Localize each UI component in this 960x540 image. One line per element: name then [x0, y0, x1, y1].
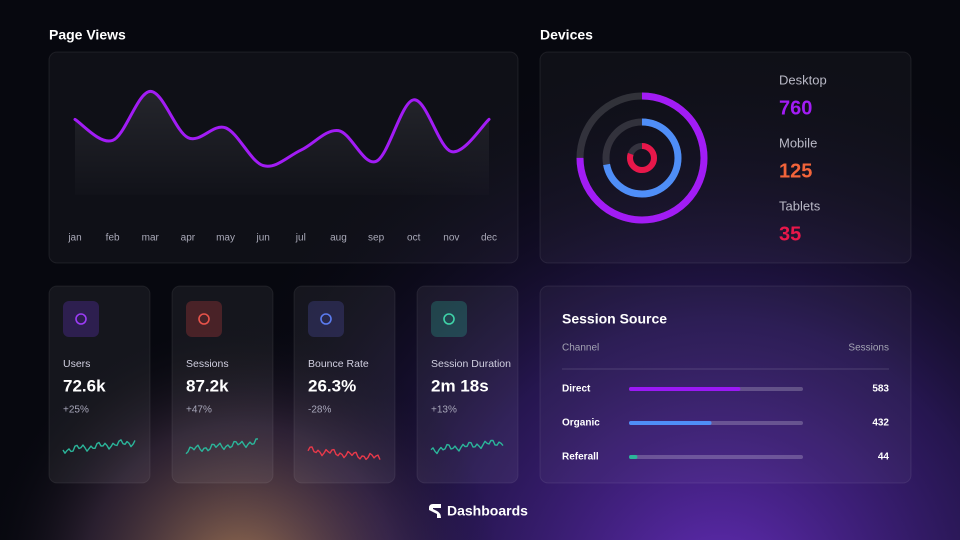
kpi-label: Bounce Rate	[308, 358, 369, 370]
ring-arc	[602, 118, 682, 198]
x-tick-label: oct	[407, 233, 421, 244]
kpi-icon-bg	[431, 301, 467, 337]
x-tick-label: may	[216, 233, 235, 244]
section-title: Page Views	[49, 27, 126, 43]
sessions-value: 583	[872, 384, 889, 395]
sessions-value: 432	[872, 418, 889, 429]
channel-name: Referall	[562, 452, 599, 463]
kpi-cards: Users 72.6k +25% Sessions 87.2k +47% Bounce Ra…	[48, 285, 519, 484]
brand-logo	[429, 504, 441, 518]
sparkline	[185, 438, 259, 455]
kpi-value: 72.6k	[63, 376, 106, 395]
kpi-icon	[320, 313, 332, 325]
kpi-card	[293, 285, 396, 484]
kpi-label: Users	[63, 358, 90, 370]
channel-name: Organic	[562, 418, 600, 429]
column-header: Channel	[562, 343, 599, 354]
page-views-panel	[48, 51, 519, 264]
x-tick-label: jun	[256, 233, 270, 244]
logo-icon	[429, 504, 441, 518]
kpi-change: -28%	[308, 405, 331, 416]
device-label: Tablets	[779, 198, 821, 213]
x-tick-label: nov	[443, 233, 459, 244]
kpi-label: Sessions	[186, 358, 229, 370]
session-source-rows: Direct 583 Organic 432 Referall 44	[562, 384, 889, 463]
device-value: 760	[779, 97, 812, 119]
kpi-value: 87.2k	[186, 376, 229, 395]
section-title: Session Source	[562, 311, 667, 327]
kpi-value: 2m 18s	[431, 376, 489, 395]
section-title: Devices	[540, 27, 593, 43]
kpi-change: +47%	[186, 405, 212, 416]
device-value: 35	[779, 223, 801, 245]
sessions-value: 44	[878, 452, 890, 463]
x-tick-label: feb	[106, 233, 120, 244]
bar	[629, 387, 741, 391]
x-tick-label: jan	[67, 233, 81, 244]
kpi-icon-bg	[63, 301, 99, 337]
kpi-card	[416, 285, 519, 484]
x-tick-label: jul	[295, 233, 306, 244]
devices-chart: Desktop 760 Mobile 125 Tablets 35	[576, 72, 827, 245]
sparkline	[307, 446, 381, 461]
x-tick-label: apr	[181, 233, 196, 244]
brand-name: Dashboards	[447, 503, 528, 519]
devices-panel	[539, 51, 912, 264]
line	[73, 89, 491, 168]
sparkline	[62, 439, 136, 454]
bar	[629, 455, 638, 459]
x-tick-label: dec	[481, 233, 497, 244]
kpi-icon-bg	[308, 301, 344, 337]
column-header: Sessions	[848, 343, 889, 354]
sparkline	[430, 439, 504, 455]
page-views-chart: jan feb mar apr may jun jul aug sep oct nov dec	[67, 89, 497, 244]
x-tick-label: mar	[142, 233, 160, 244]
kpi-card	[48, 285, 151, 484]
kpi-icon	[75, 313, 87, 325]
x-tick-label: sep	[368, 233, 385, 244]
ring-arc	[576, 92, 708, 224]
kpi-label: Session Duration	[431, 358, 511, 370]
device-value: 125	[779, 160, 812, 182]
session-source-panel	[539, 285, 912, 484]
bar-track	[629, 455, 803, 459]
kpi-icon	[443, 313, 455, 325]
kpi-icon	[198, 313, 210, 325]
device-label: Desktop	[779, 72, 827, 87]
kpi-change: +25%	[63, 405, 89, 416]
kpi-icon-bg	[186, 301, 222, 337]
kpi-change: +13%	[431, 405, 457, 416]
kpi-card	[171, 285, 274, 484]
bar	[629, 421, 712, 425]
ring-arc	[627, 143, 657, 173]
device-label: Mobile	[779, 135, 817, 150]
channel-name: Direct	[562, 384, 591, 395]
area	[75, 91, 489, 195]
kpi-value: 26.3%	[308, 376, 356, 395]
x-tick-label: aug	[330, 233, 347, 244]
